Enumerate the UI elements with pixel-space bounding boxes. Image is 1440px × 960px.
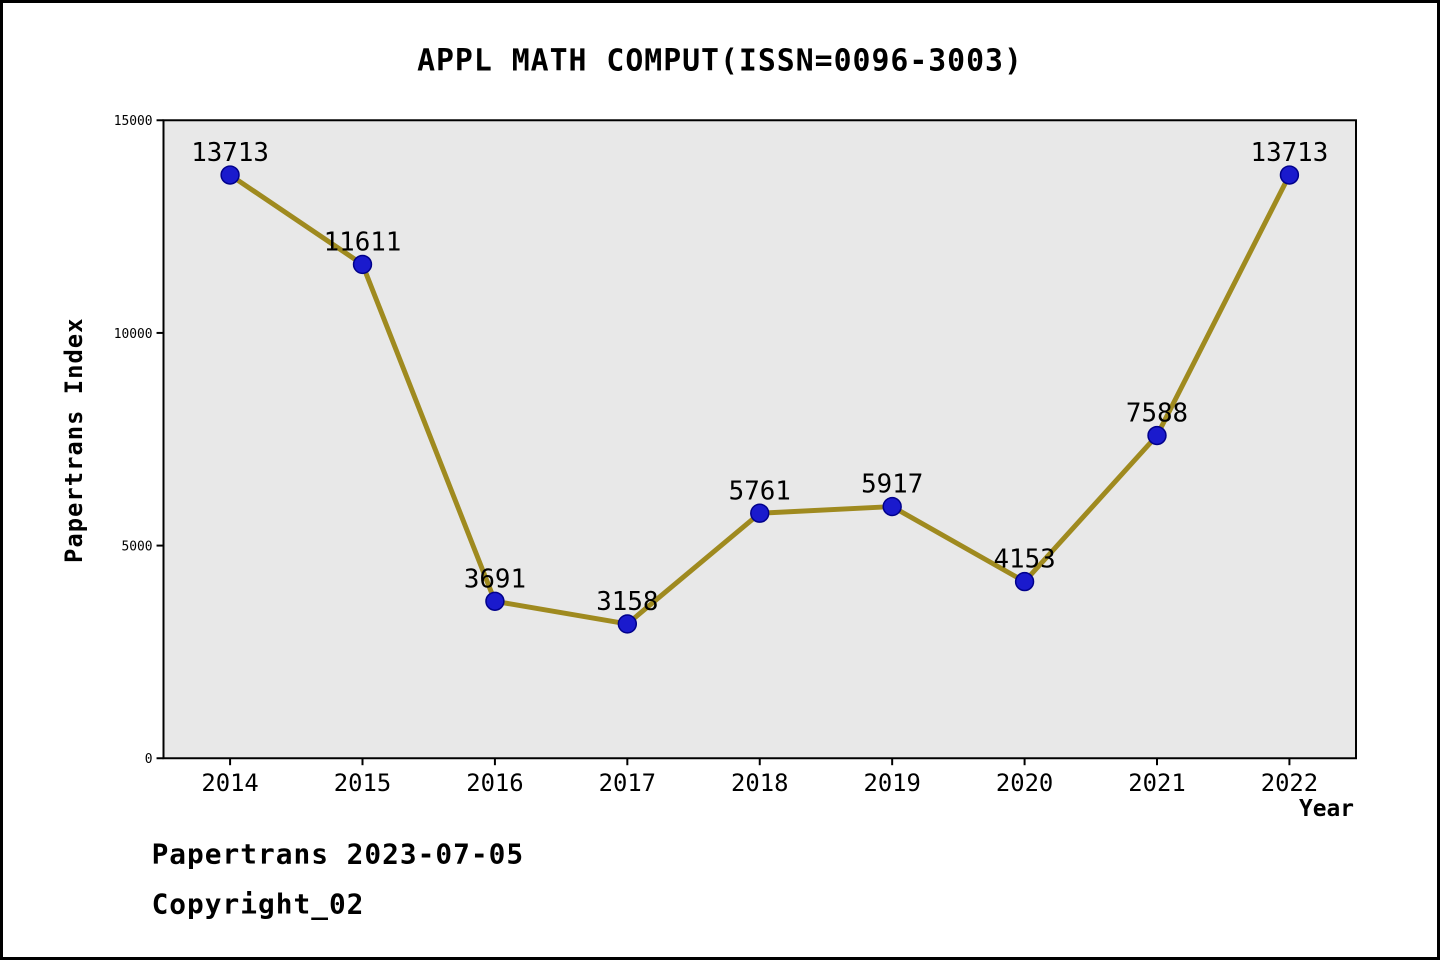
x-tick-label: 2014 [201,769,258,797]
data-label: 5917 [861,470,923,500]
data-label: 4153 [993,545,1055,575]
data-point [1147,425,1167,446]
y-axis-label: Papertrans Index [60,318,88,563]
data-point [882,496,902,517]
y-tick-label: 0 [145,752,153,767]
y-tick-label: 5000 [121,540,152,555]
x-tick-label: 2015 [334,769,391,797]
chart-title: APPL MATH COMPUT(ISSN=0096-3003) [417,44,1023,79]
plot-area [163,120,1356,759]
x-tick-label: 2022 [1261,769,1318,797]
data-label: 5761 [729,476,791,506]
data-point [485,591,505,611]
footer-copyright: Copyright_02 [152,887,365,920]
y-tick-label: 10000 [114,327,153,342]
data-label: 11611 [324,227,402,257]
data-label: 13713 [191,138,269,168]
plot-region: 13713 11611 3691 3158 5761 5917 4153 7588 13713 0… [114,114,1357,797]
line-chart: APPL MATH COMPUT(ISSN=0096-3003) 13713 11… [60,44,1357,920]
x-axis-label: Year [1299,796,1354,822]
x-tick-label: 2018 [731,769,788,797]
data-label: 13713 [1251,138,1329,168]
footer-date: Papertrans 2023-07-05 [152,838,525,871]
data-point [220,165,240,185]
data-point [1279,165,1300,185]
data-point [1014,571,1035,592]
data-point [750,503,770,523]
x-tick-label: 2021 [1128,769,1185,797]
data-label: 3691 [464,564,526,594]
x-tick-label: 2020 [996,769,1053,797]
x-tick-label: 2019 [863,769,920,797]
y-tick-label: 15000 [114,114,153,129]
x-tick-label: 2017 [599,769,656,797]
data-point [352,254,373,275]
x-tick-label: 2016 [466,769,523,797]
data-point [617,614,638,634]
data-label: 7588 [1126,399,1188,429]
data-label: 3158 [596,587,658,617]
